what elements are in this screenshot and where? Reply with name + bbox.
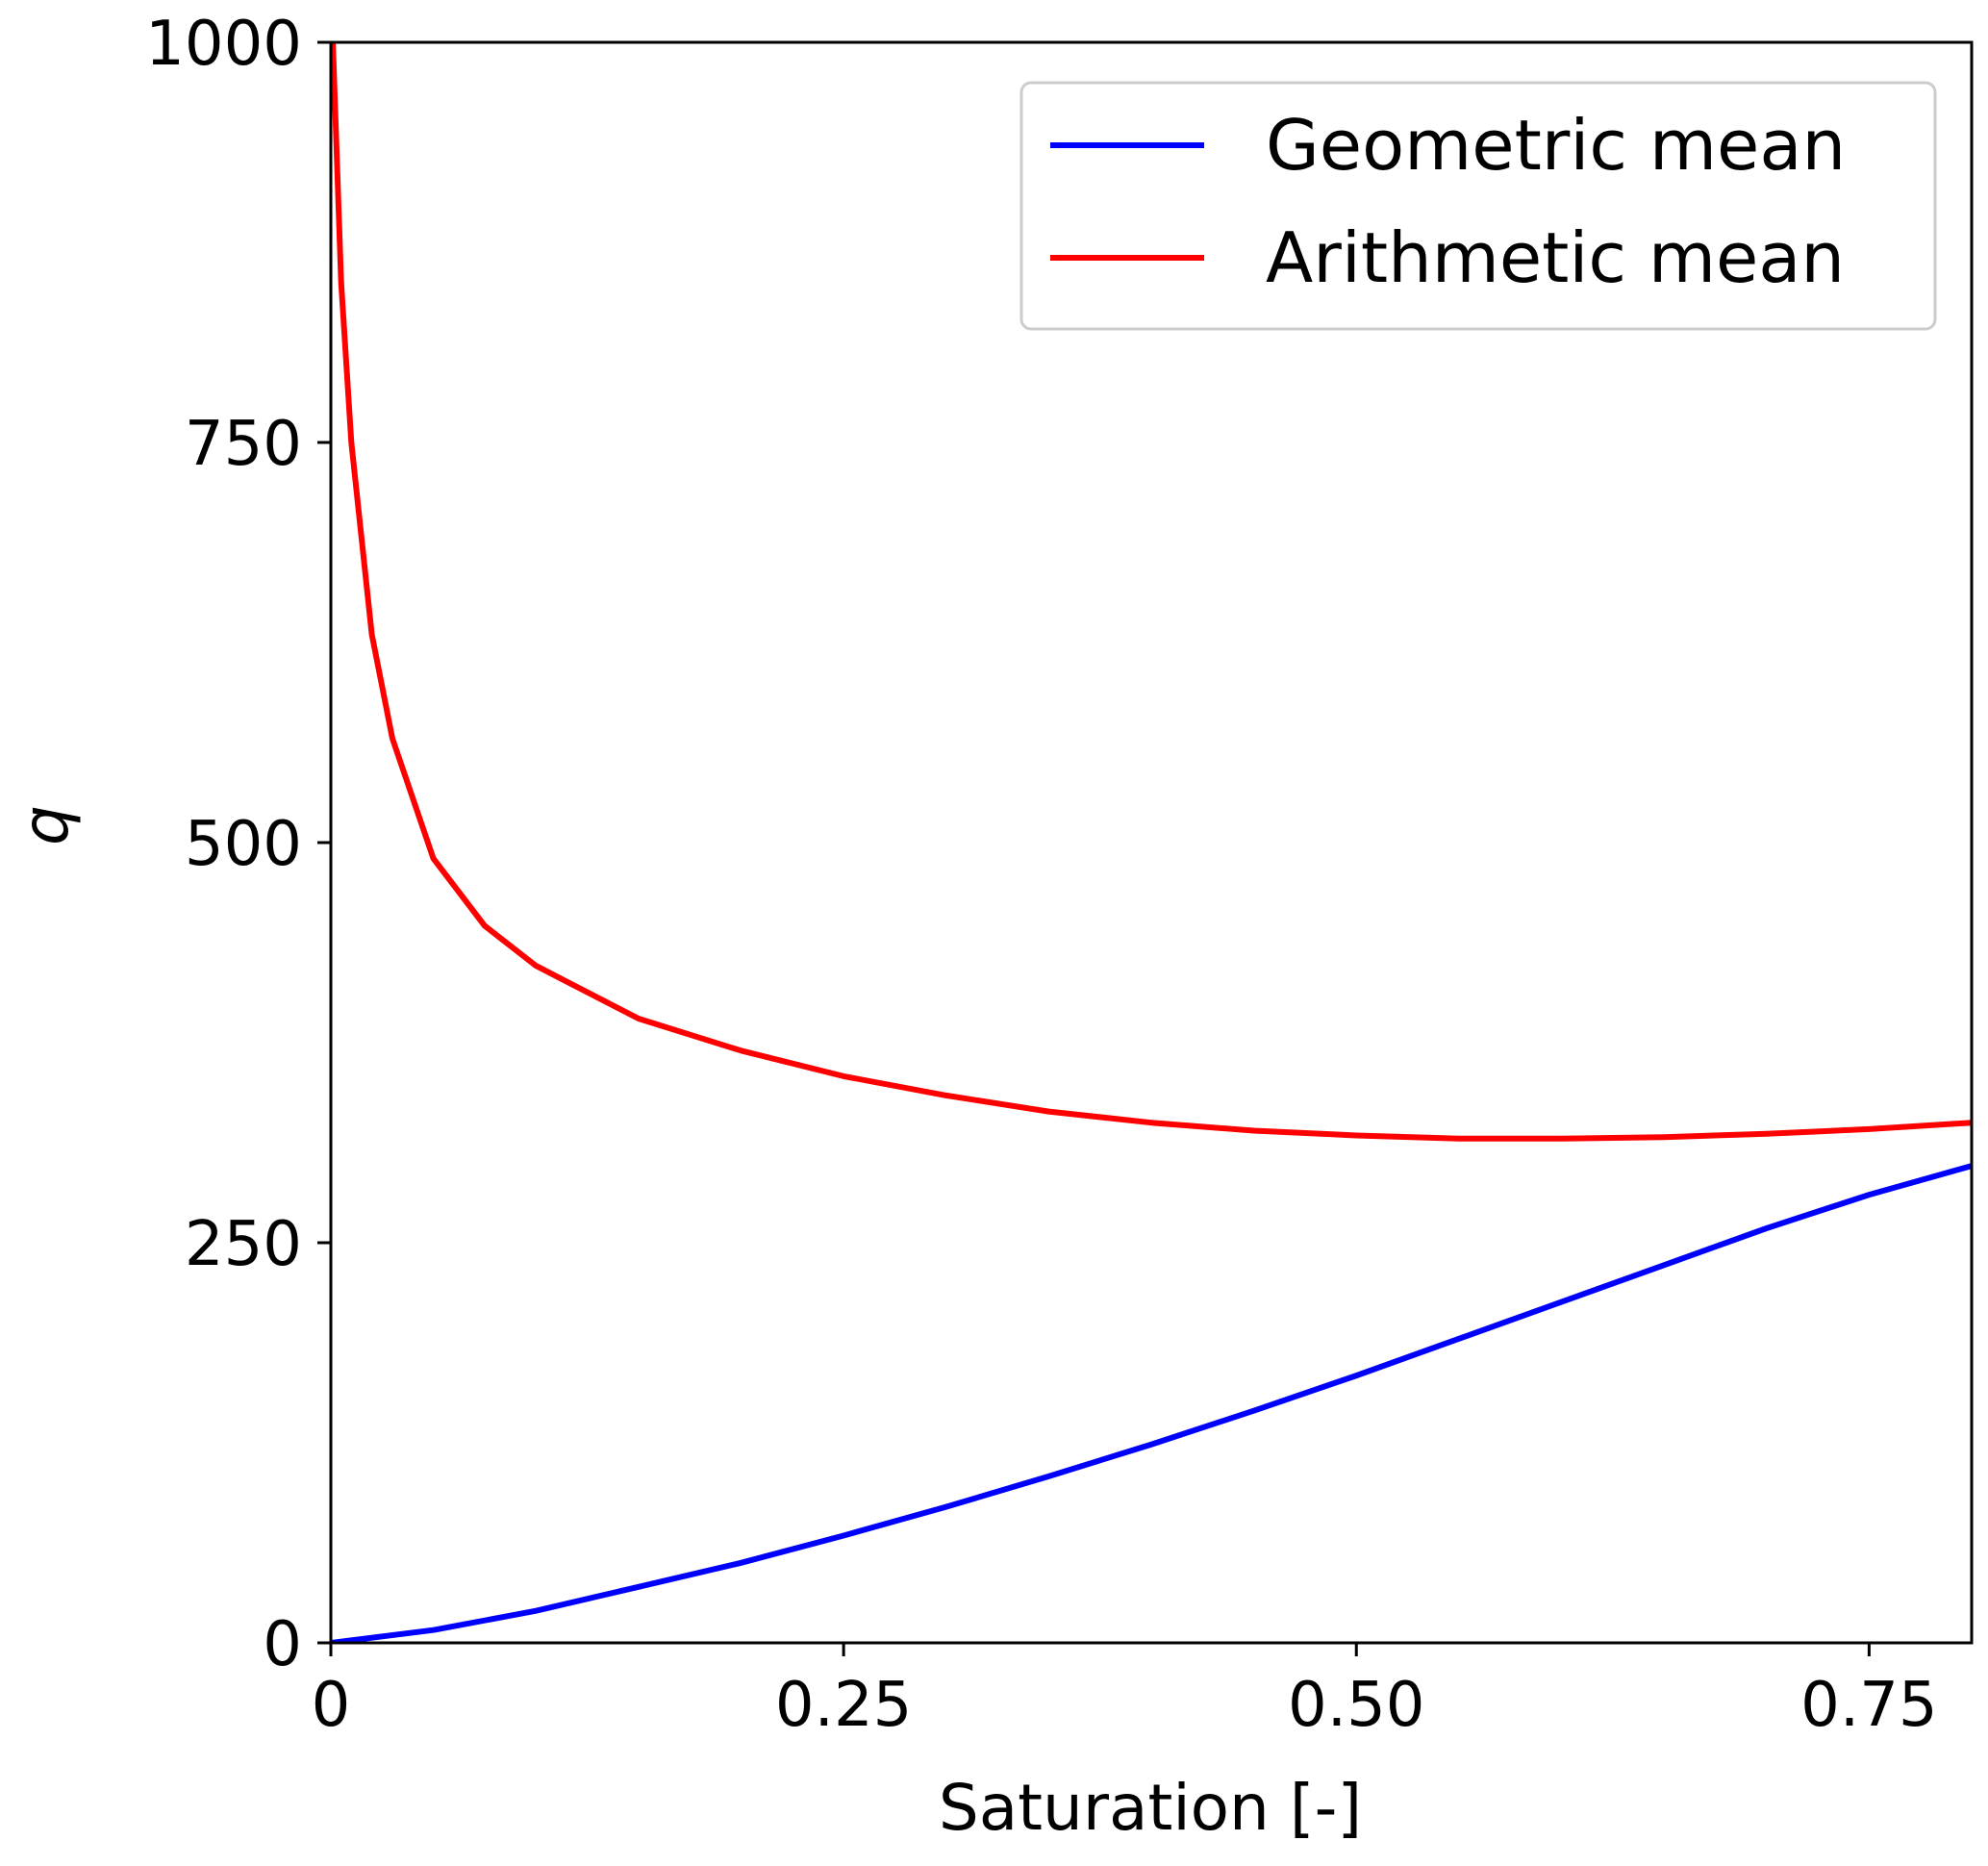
x-tick-label: 0.25 (775, 1670, 913, 1741)
y-tick-label: 0 (263, 1609, 302, 1680)
legend-box (1019, 81, 1937, 331)
plot-area (331, 42, 1972, 1643)
legend: Geometric mean Arithmetic mean (1019, 81, 1937, 331)
y-tick-label: 250 (185, 1209, 302, 1280)
y-tick-label: 1000 (145, 9, 302, 80)
y-axis-label: q (9, 805, 83, 845)
legend-label-arithmetic-mean: Arithmetic mean (1266, 217, 1845, 298)
legend-label-geometric-mean: Geometric mean (1266, 105, 1846, 186)
x-tick-label: 0.75 (1800, 1670, 1938, 1741)
x-tick-label: 0 (312, 1670, 351, 1741)
y-tick-label: 750 (185, 409, 302, 480)
y-tick-label: 500 (185, 809, 302, 880)
axes: 0 0.25 0.50 0.75 0 250 500 750 1000 (145, 9, 1974, 1741)
x-tick-label: 0.50 (1288, 1670, 1425, 1741)
series-line-geometric-mean (331, 1163, 1972, 1643)
x-axis-label: Saturation [-] (939, 1771, 1362, 1845)
series-line-arithmetic-mean (331, 42, 1972, 1142)
